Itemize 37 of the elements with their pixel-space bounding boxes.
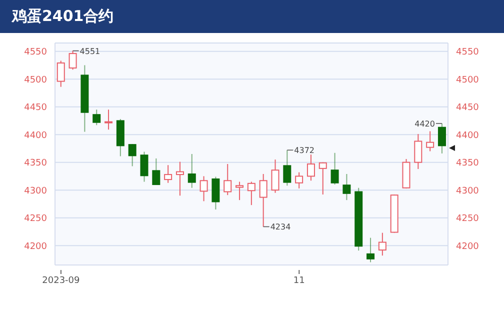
y-tick-label: 4250	[24, 214, 48, 224]
y-tick-label: 4200	[24, 242, 48, 252]
y2-tick-label: 4350	[456, 158, 480, 169]
candlestick	[164, 164, 172, 184]
candlestick	[224, 163, 232, 196]
annotation: 4420	[414, 119, 435, 128]
y-tick-label: 4500	[24, 75, 48, 86]
candlestick	[176, 161, 184, 196]
candlestick	[426, 130, 434, 152]
candlestick	[271, 159, 280, 194]
chart-title: 鸡蛋2401合约	[0, 0, 504, 33]
candlestick	[200, 176, 208, 202]
candlestick	[414, 134, 422, 170]
annotation: 4372	[294, 146, 315, 156]
annotation: 4234	[270, 222, 291, 232]
candlestick	[378, 232, 386, 256]
y2-tick-label: 4300	[456, 186, 480, 196]
y-tick-label: 4300	[24, 186, 48, 196]
candlestick	[306, 154, 315, 182]
y2-tick-label: 4550	[456, 48, 480, 58]
candlestick	[236, 181, 244, 201]
x-tick-label: 11	[293, 276, 305, 286]
candlestick	[104, 109, 113, 130]
y-tick-label: 4550	[24, 48, 48, 58]
y-tick-label: 4400	[24, 130, 48, 141]
annotation: 4551	[80, 46, 100, 56]
y-tick-label: 4450	[24, 103, 48, 114]
y2-tick-label: 4250	[456, 214, 480, 224]
candlestick	[318, 162, 327, 196]
y2-tick-label: 4500	[456, 75, 480, 86]
y2-tick-label: 4450	[456, 103, 480, 114]
candlestick	[247, 181, 256, 206]
y2-tick-label: 4400	[456, 130, 480, 141]
x-tick-label: 2023-09	[42, 276, 80, 286]
y2-tick-label: 4200	[456, 242, 480, 252]
y-tick-label: 4350	[24, 158, 48, 169]
candlestick	[295, 172, 304, 189]
